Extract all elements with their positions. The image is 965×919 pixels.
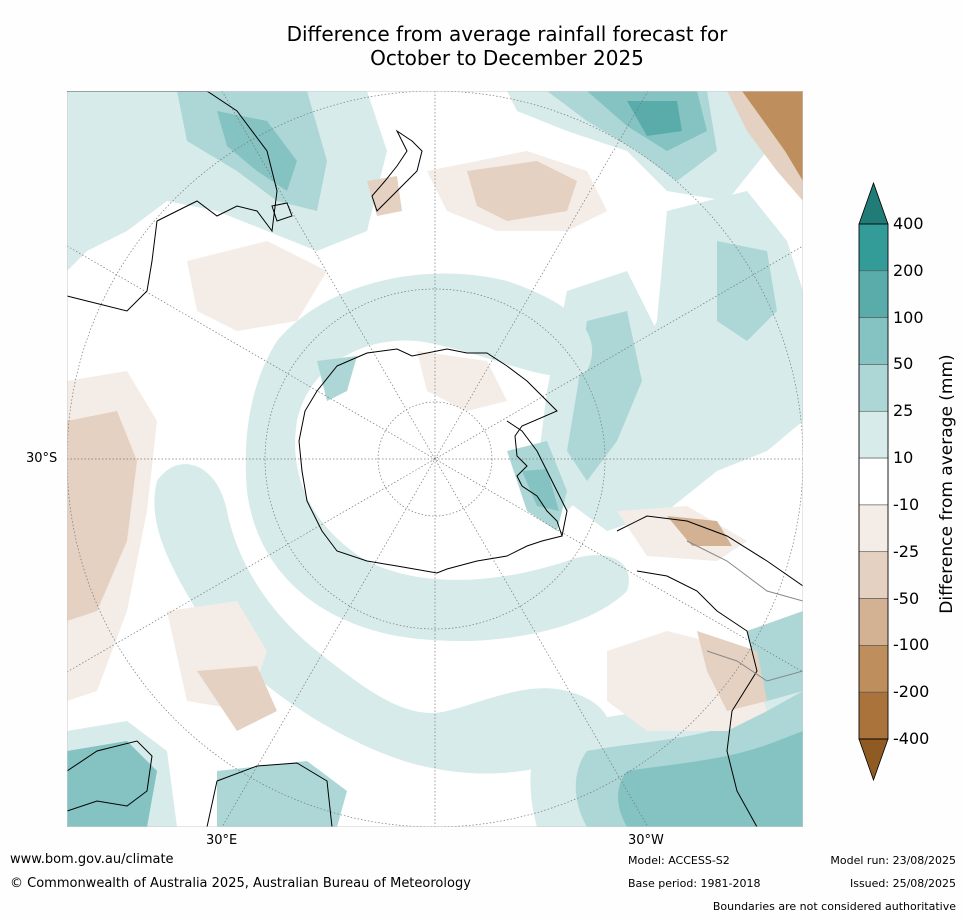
colorbar-bin — [858, 410, 889, 459]
footer-url[interactable]: www.bom.gov.au/climate — [10, 852, 174, 867]
footer-model: Model: ACCESS-S2 — [628, 854, 730, 867]
wet-anomaly-region — [245, 273, 629, 641]
colorbar-tick-label: -100 — [893, 635, 930, 655]
dry-anomaly-region — [417, 351, 507, 411]
colorbar-tick-label: -10 — [893, 494, 920, 514]
wet-anomaly-region — [717, 241, 777, 341]
wet-anomaly-region — [618, 731, 803, 827]
colorbar-bin — [858, 270, 889, 318]
lon-label-30e: 30°E — [206, 833, 238, 848]
dry-anomaly-region — [667, 516, 732, 546]
map-title: Difference from average rainfall forecas… — [0, 22, 965, 70]
dry-anomaly-region — [742, 91, 803, 181]
footer-model-run: Model run: 23/08/2025 — [830, 854, 956, 867]
dry-anomaly-region — [187, 241, 327, 331]
colorbar-bin — [858, 645, 889, 693]
colorbar-extension-bottom — [858, 738, 889, 782]
colorbar-title: Difference from average (mm) — [937, 354, 957, 614]
colorbar-tick-label: -200 — [893, 682, 930, 702]
colorbar-tick-label: 50 — [893, 354, 914, 374]
colorbar-tick-label: 25 — [893, 401, 914, 421]
graticule — [67, 91, 803, 827]
dry-anomaly-region — [67, 411, 137, 621]
colorbar-bin — [858, 551, 889, 599]
colorbar-tick-label: 200 — [893, 260, 924, 280]
wet-anomaly-region — [627, 101, 682, 136]
colorbar-tick-label: -50 — [893, 588, 920, 608]
colorbar-tick-label: -400 — [893, 729, 930, 748]
title-line-1: Difference from average rainfall forecas… — [286, 22, 728, 46]
antarctica-coastline — [298, 348, 563, 574]
colorbar-tick-label: 400 — [893, 214, 924, 233]
dry-anomaly-region — [197, 666, 277, 731]
new-zealand-coastline — [371, 129, 423, 212]
colorbar-bin — [858, 364, 889, 412]
colorbar-tick-label: 10 — [893, 448, 914, 468]
madagascar-coastline — [206, 762, 333, 827]
colorbar-bin — [858, 223, 889, 272]
colorbar-extension-top — [858, 181, 889, 225]
colorbar-tick-label: -25 — [893, 541, 920, 561]
footer-copyright: © Commonwealth of Australia 2025, Austra… — [10, 876, 471, 891]
colorbar-outline — [858, 223, 889, 740]
lon-label-30w: 30°W — [628, 833, 664, 848]
wet-anomaly-region — [522, 469, 559, 511]
africa-coastline — [67, 740, 153, 812]
wet-anomaly-region — [317, 356, 357, 401]
colorbar-bin — [858, 457, 889, 506]
country-border — [686, 540, 803, 602]
map-canvas — [67, 91, 803, 827]
map-frame — [67, 91, 803, 827]
wet-anomaly-region — [217, 111, 297, 191]
coastlines — [67, 91, 803, 827]
lat-label-30s: 30°S — [26, 451, 58, 466]
footer-issued: Issued: 25/08/2025 — [849, 877, 956, 890]
australia-coastline — [67, 91, 278, 312]
wet-anomaly-region — [67, 741, 157, 827]
borders — [686, 540, 803, 682]
footer-base-period: Base period: 1981-2018 — [628, 877, 761, 890]
latitude-circle — [264, 288, 606, 630]
dry-anomaly-region — [467, 161, 577, 221]
tasmania-coastline — [271, 202, 293, 222]
colorbar-bin — [858, 598, 889, 646]
title-line-2: October to December 2025 — [370, 46, 644, 70]
antarctic-peninsula-coastline — [506, 420, 568, 537]
dry-anomaly-region — [697, 631, 767, 711]
colorbar-tick-label: 100 — [893, 307, 924, 327]
colorbar-bin — [858, 691, 889, 740]
footer-disclaimer: Boundaries are not considered authoritat… — [712, 900, 956, 913]
colorbar-bin — [858, 504, 889, 553]
country-border — [706, 650, 803, 682]
colorbar-bin — [858, 317, 889, 365]
south-america-coastline — [616, 515, 803, 827]
rainfall-map — [67, 91, 803, 827]
